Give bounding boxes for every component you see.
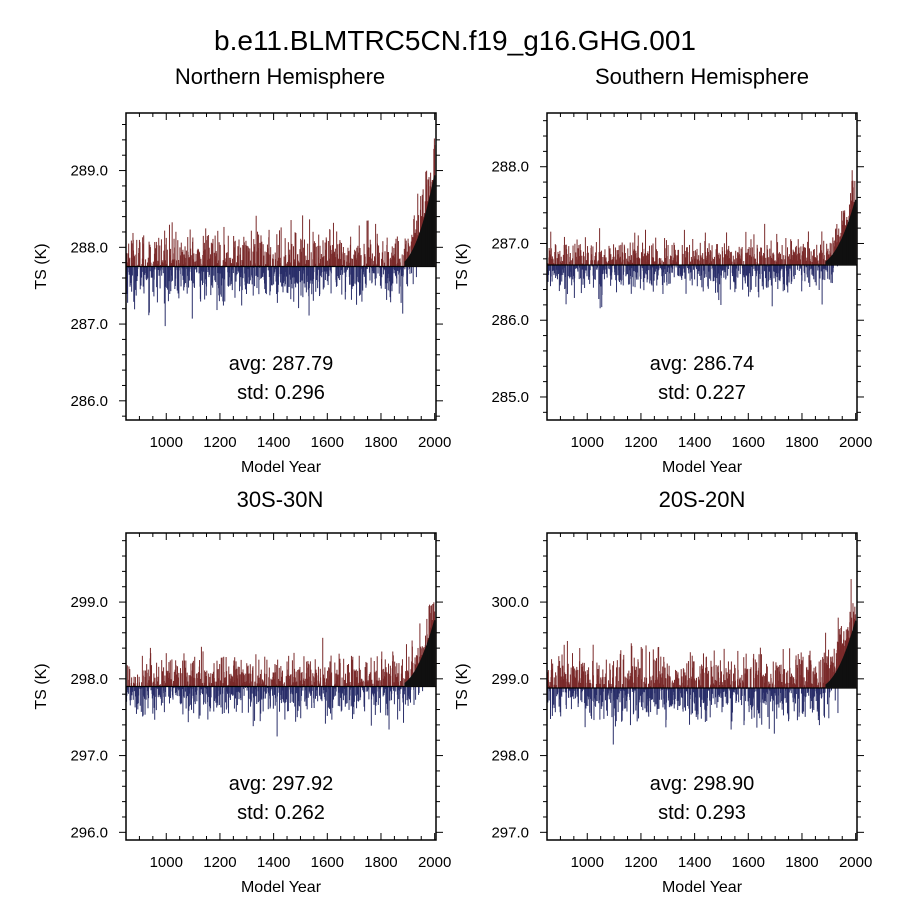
y-tick-label: 288.0 <box>70 239 108 256</box>
y-tick-label: 289.0 <box>70 163 108 180</box>
x-tick-label: 1600 <box>311 854 344 871</box>
y-tick-label: 287.0 <box>491 235 529 252</box>
x-tick-label: 1600 <box>732 434 765 451</box>
std-annotation: std: 0.296 <box>237 382 325 404</box>
x-axis-label: Model Year <box>241 459 322 476</box>
panel-2: Southern Hemisphere 1000 1200 1400 1600 1800 2… <box>454 64 872 476</box>
y-axis-label: TS (K) <box>33 663 50 709</box>
x-tick-label: 2000 <box>418 434 451 451</box>
panel-title: Northern Hemisphere <box>175 64 385 89</box>
x-tick-label: 1200 <box>203 854 236 871</box>
panel-3: 30S-30N 1000 1200 1400 1600 1800 2000 296.0 297.… <box>33 487 451 896</box>
panel-title: 20S-20N <box>659 487 746 512</box>
x-tick-label: 1800 <box>364 854 397 871</box>
avg-annotation: avg: 287.79 <box>229 353 334 375</box>
figure-title: b.e11.BLMTRC5CN.f19_g16.GHG.001 <box>214 25 696 56</box>
panel-title: 30S-30N <box>237 487 324 512</box>
y-tick-label: 286.0 <box>70 393 108 410</box>
y-tick-label: 287.0 <box>70 316 108 333</box>
y-tick-label: 296.0 <box>70 824 108 841</box>
y-tick-label: 298.0 <box>70 671 108 688</box>
x-tick-label: 1600 <box>311 434 344 451</box>
x-axis-label: Model Year <box>241 879 322 896</box>
panel-1: Northern Hemisphere 1000 1200 1400 1600 1800 2… <box>33 64 451 476</box>
x-axis-label: Model Year <box>662 459 743 476</box>
y-axis-label: TS (K) <box>454 243 471 289</box>
y-tick-label: 299.0 <box>70 594 108 611</box>
std-annotation: std: 0.262 <box>237 802 325 824</box>
x-tick-label: 1200 <box>624 434 657 451</box>
y-tick-label: 285.0 <box>491 389 529 406</box>
y-axis-label: TS (K) <box>33 243 50 289</box>
x-tick-label: 2000 <box>839 434 872 451</box>
y-tick-label: 288.0 <box>491 159 529 176</box>
avg-annotation: avg: 297.92 <box>229 773 334 795</box>
x-tick-label: 1200 <box>203 434 236 451</box>
x-tick-label: 1000 <box>571 434 604 451</box>
y-tick-label: 297.0 <box>70 748 108 765</box>
std-annotation: std: 0.227 <box>658 382 746 404</box>
x-tick-label: 2000 <box>418 854 451 871</box>
avg-annotation: avg: 286.74 <box>650 353 755 375</box>
x-tick-label: 1000 <box>150 434 183 451</box>
data-series <box>126 138 436 326</box>
x-tick-label: 1000 <box>150 854 183 871</box>
y-tick-label: 286.0 <box>491 312 529 329</box>
x-tick-label: 1400 <box>257 854 290 871</box>
x-tick-label: 1400 <box>678 434 711 451</box>
data-series <box>126 602 436 736</box>
x-tick-label: 1800 <box>785 434 818 451</box>
x-tick-label: 1800 <box>364 434 397 451</box>
x-tick-label: 1400 <box>257 434 290 451</box>
data-series <box>547 170 857 308</box>
panel-title: Southern Hemisphere <box>595 64 809 89</box>
data-series <box>547 579 857 744</box>
